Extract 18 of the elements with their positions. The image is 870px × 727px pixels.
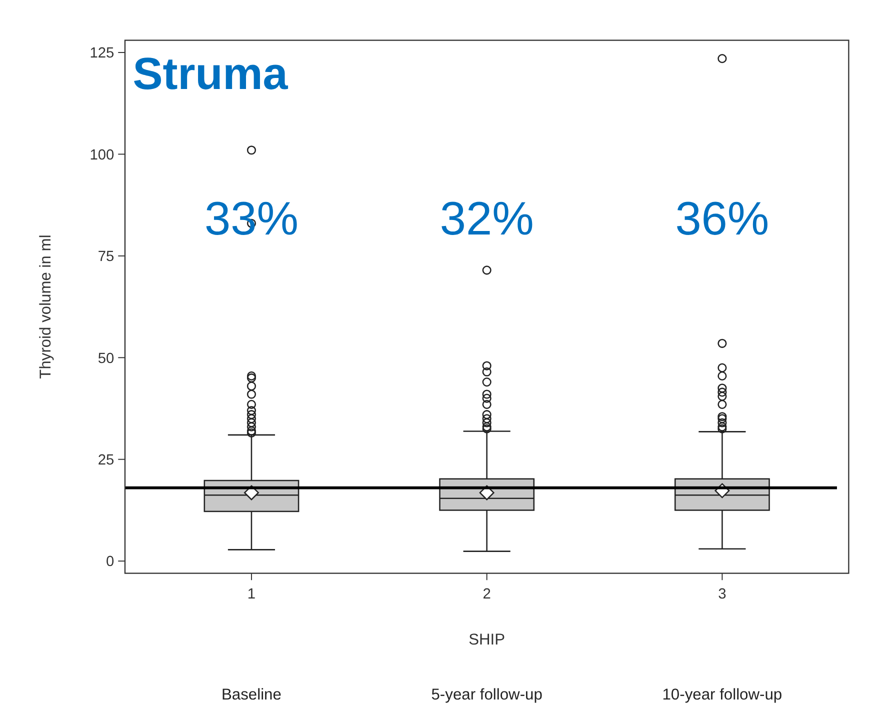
text: 10-year follow-up bbox=[662, 686, 782, 704]
y-tick-label: 75 bbox=[98, 249, 114, 266]
x-tick-label: 2 bbox=[482, 586, 491, 603]
annotation: 36% bbox=[675, 192, 770, 245]
annotation: 33% bbox=[204, 192, 298, 245]
y-tick-label: 25 bbox=[98, 452, 114, 468]
y-tick-label: 50 bbox=[98, 350, 114, 367]
y-tick-label: 0 bbox=[106, 554, 114, 570]
annotation: 32% bbox=[440, 192, 534, 245]
y-axis-title: Thyroid volume in ml bbox=[38, 234, 55, 379]
y-tick-label: 100 bbox=[90, 147, 114, 164]
x-tick-label: 3 bbox=[718, 586, 726, 603]
text: Baseline bbox=[222, 686, 282, 704]
x-tick-label: 1 bbox=[247, 586, 256, 603]
text: 5-year follow-up bbox=[431, 686, 543, 704]
chart-title: Struma bbox=[132, 48, 289, 100]
y-tick-label: 125 bbox=[90, 46, 114, 62]
x-axis-title: SHIP bbox=[468, 632, 506, 649]
